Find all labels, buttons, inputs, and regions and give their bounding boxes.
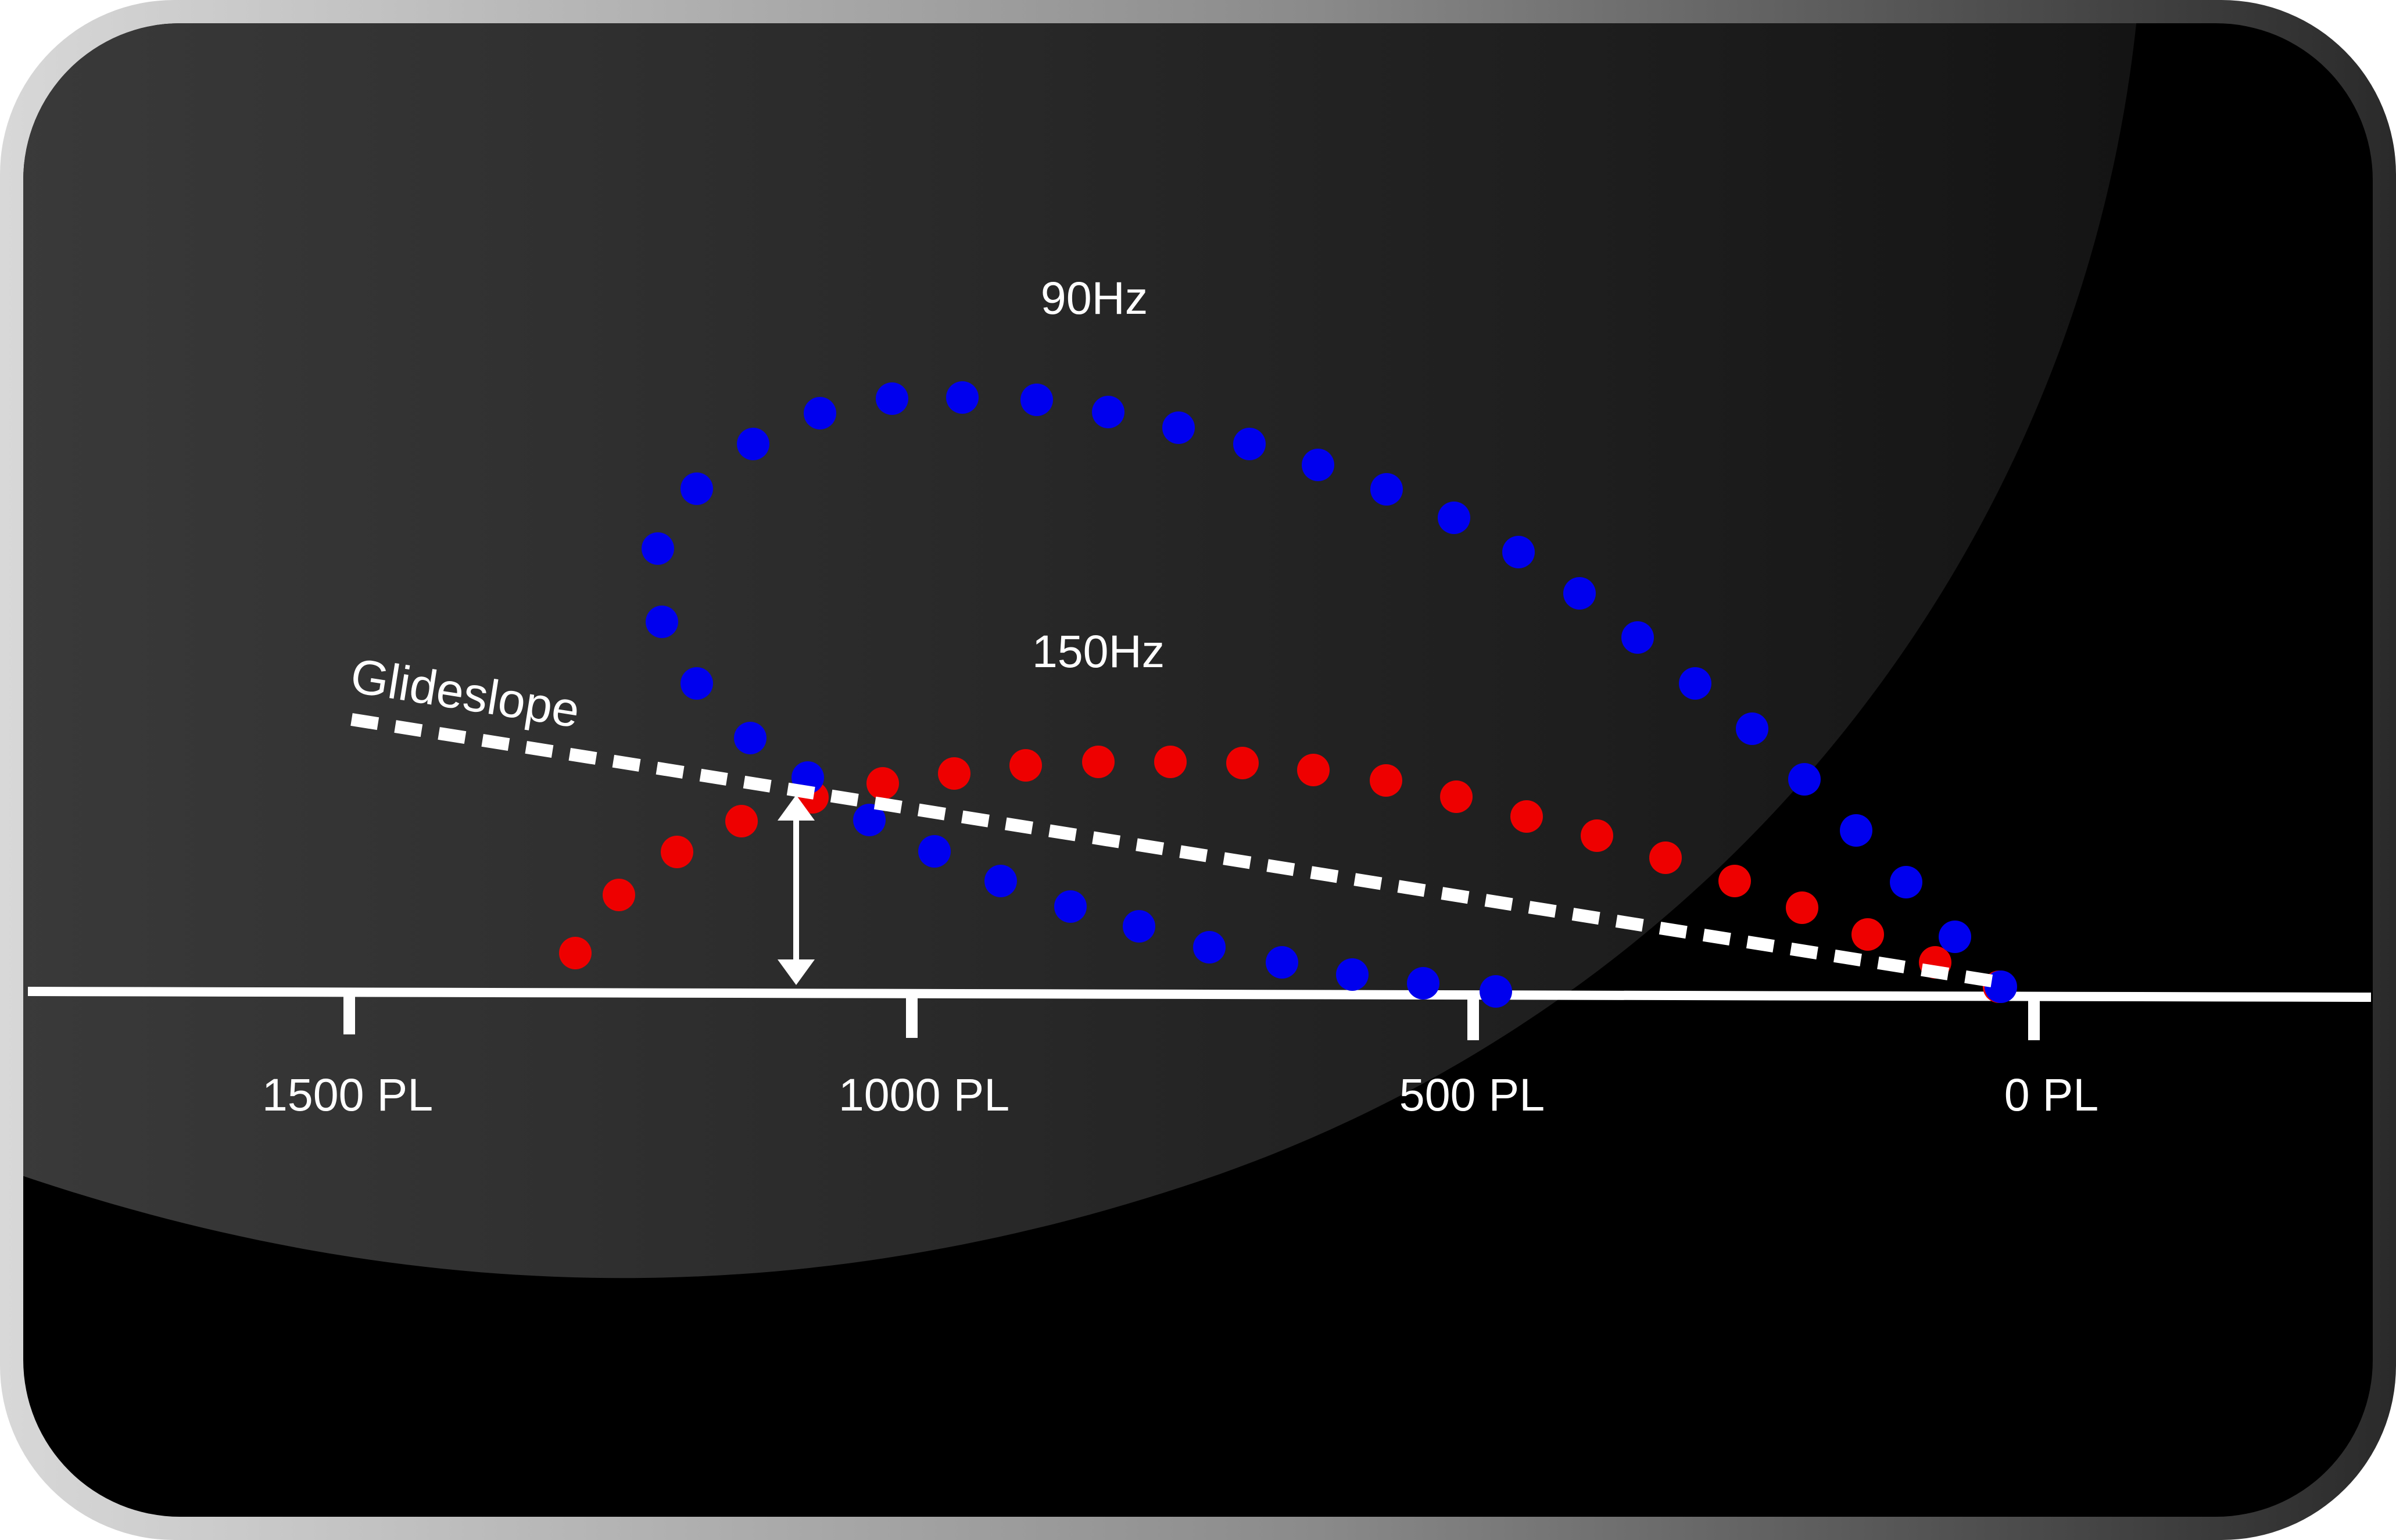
lobe-90hz-dot <box>1054 890 1087 923</box>
lobe-90hz-dot <box>1985 970 2017 1003</box>
lobe-90hz-dot <box>876 382 908 415</box>
lobe-90hz-dot <box>1233 428 1266 460</box>
tick-label-0: 0 PL <box>2004 1069 2099 1120</box>
lobe-90hz-dot <box>1890 866 1922 898</box>
glideslope-line <box>350 713 2000 989</box>
lobe-150hz-dot <box>1082 746 1115 778</box>
lobe-150hz-dot <box>1649 841 1682 874</box>
gloss-highlight <box>23 23 2139 1278</box>
lobe-150hz-dot <box>1718 865 1751 897</box>
lobe-90hz-dot <box>737 428 769 460</box>
lobe-150hz-dot <box>866 767 899 800</box>
lobe-90hz-dot <box>681 472 713 505</box>
lobe-90hz-dot <box>946 381 979 414</box>
lobe-90hz-dot <box>1162 411 1195 444</box>
lobe-90hz-dot <box>1193 931 1226 964</box>
lobe-150hz-dot <box>1370 764 1402 797</box>
lobe-90hz-dot <box>1502 536 1535 568</box>
lobe-90hz-dot <box>646 606 678 638</box>
lobe-90hz-dot <box>1123 910 1155 943</box>
lobe-150hz-dot <box>725 805 758 837</box>
lobe-150hz-dot <box>1297 754 1330 786</box>
tick-label-500: 500 PL <box>1399 1069 1545 1120</box>
lobe-90hz-dot <box>1266 946 1298 979</box>
lobe-150hz-dot <box>1009 749 1042 782</box>
lobe-150hz-dot <box>1510 800 1543 833</box>
lobe-150hz-dot <box>938 757 970 790</box>
lobe-90hz-dot <box>681 667 713 700</box>
lobe-150hz-dot <box>1154 746 1187 778</box>
lobe-90hz-dot <box>1939 921 1971 953</box>
lobe-150hz-dot <box>1851 918 1884 951</box>
lobe-90hz-dot <box>918 835 951 868</box>
lobe-90hz-dot <box>1370 473 1403 506</box>
lobe-90hz-dot <box>1020 384 1053 416</box>
lobe-90hz-dot <box>1092 396 1124 428</box>
lobe-90hz-dot <box>1679 667 1711 700</box>
lobe-90hz-dot <box>1407 967 1439 1000</box>
lobe-150hz-dot <box>1786 891 1818 924</box>
lobe-150hz-label: 150Hz <box>1032 625 1165 677</box>
lobe-90hz-dot <box>1621 621 1654 654</box>
lobe-90hz-dot <box>1840 814 1872 847</box>
lobe-150hz-dot <box>603 879 635 911</box>
lobe-90hz-dot <box>1302 449 1334 481</box>
lobe-90hz-dot <box>642 532 674 565</box>
lobe-90hz-dot <box>1480 975 1512 1008</box>
height-arrow <box>778 795 815 985</box>
lobe-150hz-dot <box>661 836 693 868</box>
lobe-150hz-dot <box>559 937 592 969</box>
lobe-90hz-dot <box>734 722 767 754</box>
tick-label-1000: 1000 PL <box>839 1069 1009 1120</box>
lobe-150hz-dot <box>1226 747 1259 779</box>
lobe-90hz-dot <box>1736 712 1768 745</box>
lobe-90hz-dot <box>853 804 886 836</box>
lobe-90hz-dot <box>1563 577 1596 610</box>
lobe-150hz-dot <box>1440 780 1473 813</box>
lobe-90hz-label: 90Hz <box>1041 272 1148 324</box>
lobe-90hz-dot <box>1438 502 1470 534</box>
lobe-90hz-dot <box>984 865 1017 897</box>
tick-label-1500: 1500 PL <box>262 1069 433 1120</box>
lobe-90hz-dot <box>804 397 836 429</box>
lobe-90hz-dot <box>1788 763 1821 796</box>
lobe-90hz-dot <box>1336 958 1369 991</box>
lobe-150hz-dot <box>1581 819 1613 852</box>
distance-axis-line <box>27 987 2372 1002</box>
